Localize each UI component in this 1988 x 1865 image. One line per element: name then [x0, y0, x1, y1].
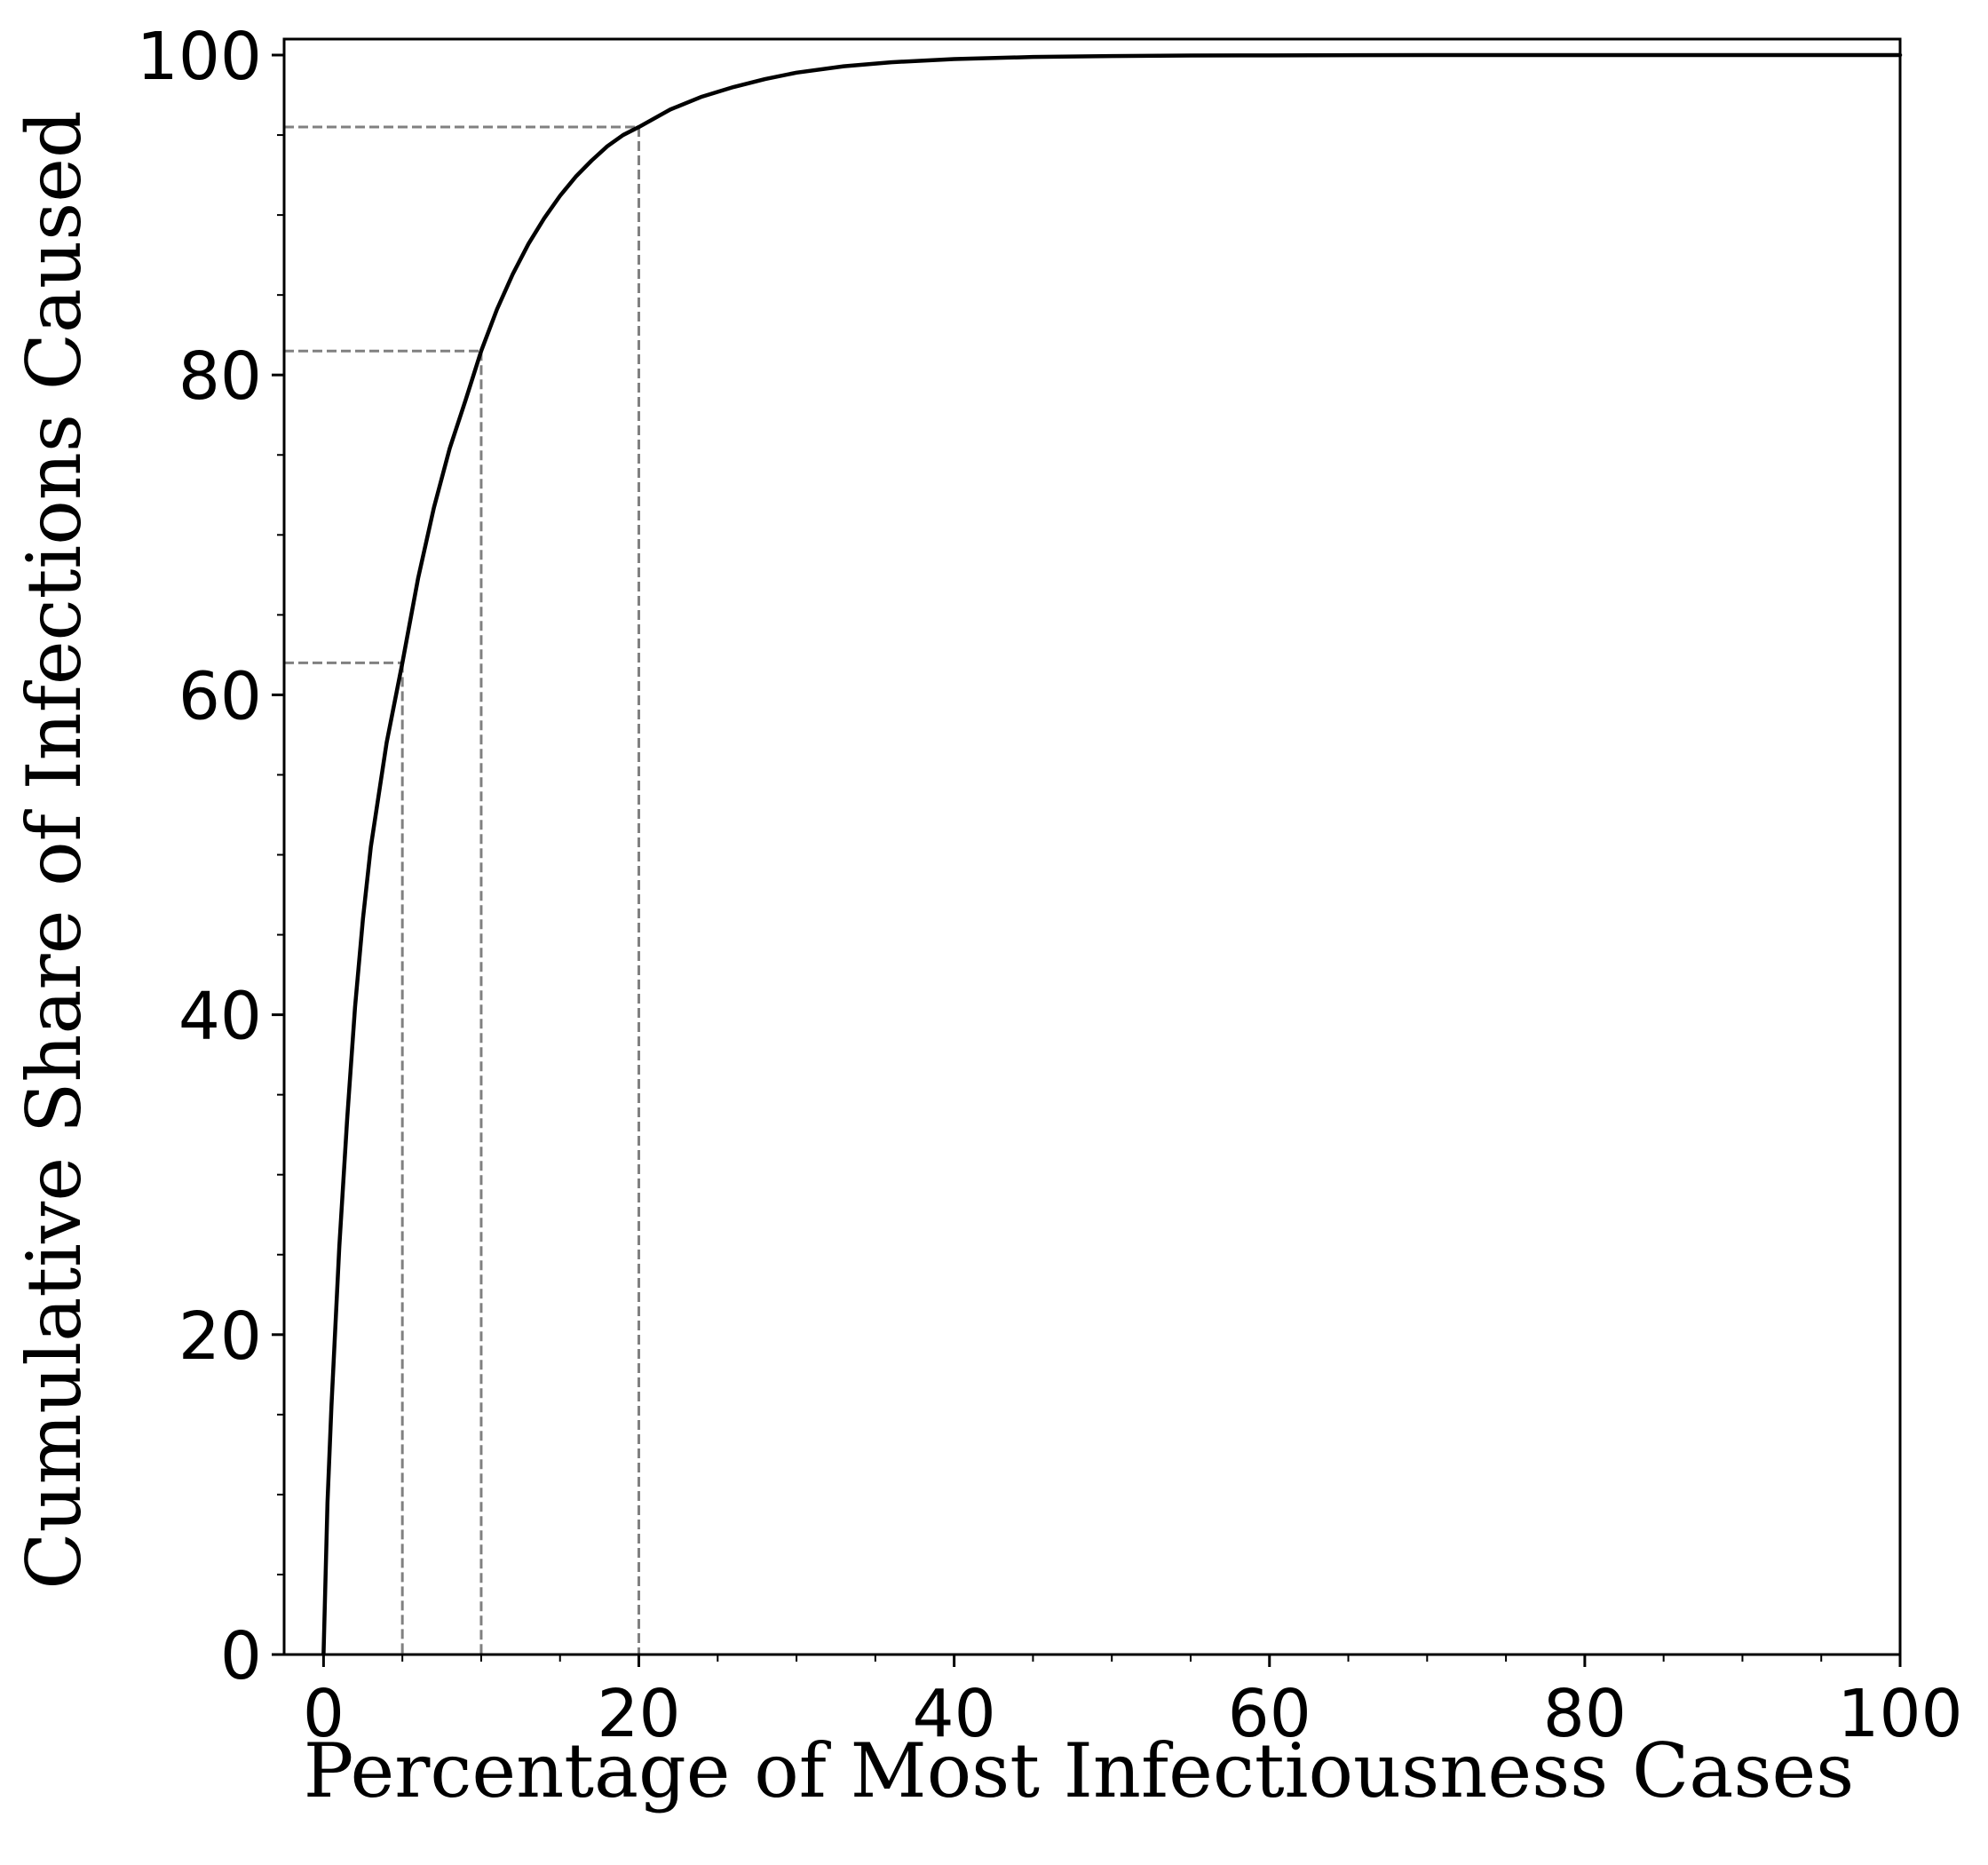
series-line-0 [321, 52, 1903, 1657]
y-axis-title: Cumulative Share of Infections Caused [11, 110, 98, 1589]
x-tick-label: 20 [597, 1676, 680, 1752]
plot-frame [282, 37, 1902, 1656]
y-tick-label: 80 [178, 338, 262, 415]
series-layer [321, 52, 1903, 1657]
x-tick-label: 0 [303, 1676, 345, 1752]
x-tick-label: 100 [1837, 1676, 1962, 1752]
axes: 0 20 40 60 80 100 0 20 40 60 80 100 [137, 19, 1963, 1752]
y-tick-label: 20 [178, 1298, 262, 1375]
x-tick-label: 40 [913, 1676, 996, 1752]
y-tick-label: 100 [137, 19, 262, 95]
y-tick-label: 0 [220, 1618, 262, 1694]
x-tick-label: 60 [1228, 1676, 1311, 1752]
y-tick-label: 40 [178, 979, 262, 1055]
x-axis-title: Percentage of Most Infectiousness Cases [304, 1727, 1855, 1814]
y-tick-label: 60 [178, 658, 262, 734]
x-tick-label: 80 [1543, 1676, 1627, 1752]
reference-lines [284, 125, 641, 1655]
